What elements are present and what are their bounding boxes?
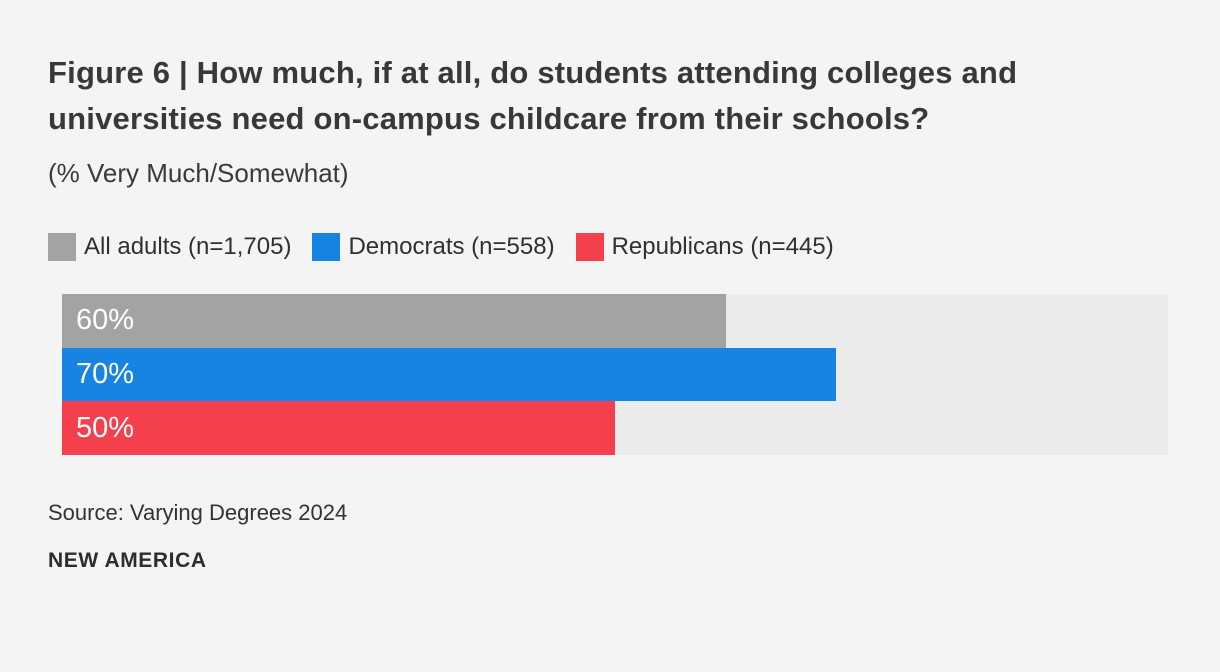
legend-label: All adults (n=1,705): [84, 233, 292, 260]
bar-value-label: 70%: [76, 358, 135, 390]
bar-republicans: 50%: [62, 401, 615, 456]
legend-swatch-blue: [312, 233, 341, 261]
legend-swatch-red: [575, 233, 604, 261]
legend-label: Republicans (n=445): [611, 233, 834, 260]
bar-chart-track: 60% 70% 50%: [62, 294, 1168, 456]
source-note: Source: Varying Degrees 2024: [48, 500, 348, 525]
bar-row-republicans: 50%: [62, 401, 1168, 456]
chart-title: Figure 6 | How much, if at all, do stude…: [48, 55, 1018, 136]
bar-row-all-adults: 60%: [62, 294, 1168, 348]
legend-item-republicans: Republicans (n=445): [575, 233, 834, 261]
chart-legend: All adults (n=1,705) Democrats (n=558) R…: [48, 233, 1172, 261]
legend-label: Democrats (n=558): [348, 233, 555, 260]
bar-row-democrats: 70%: [62, 347, 1168, 402]
legend-item-democrats: Democrats (n=558): [312, 233, 555, 261]
legend-item-all-adults: All adults (n=1,705): [48, 233, 291, 261]
brand-wordmark: NEW AMERICA: [48, 549, 207, 572]
bar-democrats: 70%: [62, 347, 837, 402]
bar-value-label: 50%: [76, 411, 135, 444]
legend-swatch-gray: [48, 233, 76, 261]
bar-value-label: 60%: [76, 304, 135, 337]
bar-all-adults: 60%: [62, 294, 726, 348]
figure-content: Figure 6 | How much, if at all, do stude…: [48, 55, 1172, 572]
chart-subtitle: (% Very Much/Somewhat): [48, 158, 349, 188]
